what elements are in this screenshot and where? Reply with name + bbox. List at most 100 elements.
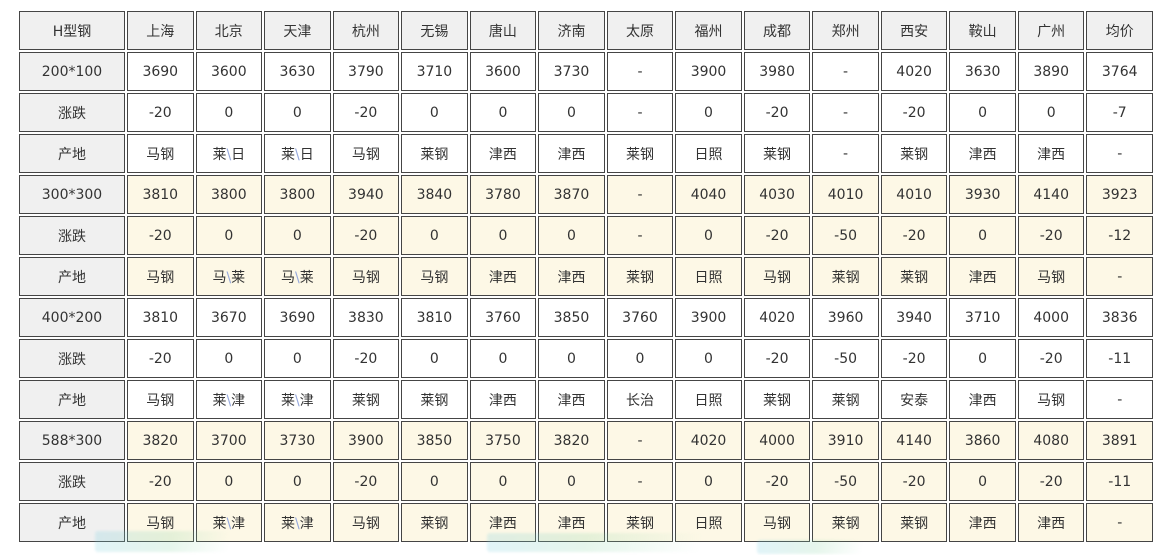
- origin-cell: 马钢: [127, 503, 194, 542]
- origin-cell: 津西: [538, 380, 605, 419]
- price-cell: 3800: [264, 175, 331, 214]
- price-cell: 3960: [812, 298, 879, 337]
- change-cell: 0: [469, 462, 537, 501]
- origin-cell: 马钢: [332, 134, 400, 173]
- spec-row: 588*300 3820 3700 3730 3900 3850 3750 3820-4020…: [19, 421, 1153, 460]
- price-cell: 4140: [1017, 175, 1085, 214]
- origin-cell: 莱\津: [264, 503, 331, 542]
- change-row: 涨跌 -20 0 0 -20 0 0 0 0 0 -20 -50 -20 0 -20 -11: [19, 339, 1153, 378]
- origin-cell: -: [1086, 380, 1153, 419]
- change-cell: -12: [1086, 216, 1153, 255]
- price-cell: 4030: [743, 175, 811, 214]
- origin-separator: \: [294, 515, 300, 532]
- change-cell: 0: [469, 339, 537, 378]
- change-cell: 0: [949, 462, 1016, 501]
- price-cell: 3836: [1086, 298, 1153, 337]
- price-cell: 3930: [949, 175, 1016, 214]
- price-cell: -: [606, 175, 674, 214]
- spec-row: 200*100 3690 3600 3630 3790 3710 3600 3730-3900…: [19, 52, 1153, 91]
- col-header-cell: 西安: [880, 11, 948, 50]
- price-cell: 3780: [469, 175, 537, 214]
- row-label-cell: 涨跌: [19, 339, 125, 378]
- steel-price-table: H型钢 上海 北京 天津 杭州 无锡 唐山 济南 太原 福州 成都 郑州 西安 鞍山 广州 均价 200*10…: [17, 9, 1155, 544]
- origin-cell: 莱钢: [880, 503, 948, 542]
- price-cell: 3923: [1086, 175, 1153, 214]
- price-cell: 3810: [127, 298, 194, 337]
- price-cell: 3710: [401, 52, 468, 91]
- change-cell: -: [812, 93, 879, 132]
- origin-cell: 马钢: [1017, 380, 1085, 419]
- origin-cell: 莱钢: [812, 503, 879, 542]
- price-cell: 3830: [332, 298, 400, 337]
- origin-cell: 马\莱: [264, 257, 331, 296]
- col-header-cell: H型钢: [19, 11, 125, 50]
- col-header-cell: 无锡: [401, 11, 468, 50]
- price-cell: 4000: [1017, 298, 1085, 337]
- origin-cell: 日照: [675, 503, 742, 542]
- row-label-cell: 涨跌: [19, 216, 125, 255]
- price-cell: 3860: [949, 421, 1016, 460]
- price-cell: 4080: [1017, 421, 1085, 460]
- origin-cell: 津西: [538, 257, 605, 296]
- change-cell: 0: [675, 93, 742, 132]
- price-cell: 4040: [675, 175, 742, 214]
- origin-cell: 安泰: [880, 380, 948, 419]
- origin-cell: 津西: [538, 134, 605, 173]
- col-header-cell: 郑州: [812, 11, 879, 50]
- change-cell: 0: [264, 339, 331, 378]
- row-label-cell: 产地: [19, 503, 125, 542]
- price-cell: 3980: [743, 52, 811, 91]
- origin-cell: 莱钢: [332, 380, 400, 419]
- change-cell: 0: [949, 216, 1016, 255]
- price-cell: 3760: [469, 298, 537, 337]
- col-header-cell: 上海: [127, 11, 194, 50]
- change-cell: -20: [127, 339, 194, 378]
- change-cell: 0: [195, 93, 263, 132]
- change-cell: -50: [812, 216, 879, 255]
- origin-cell: 莱钢: [606, 503, 674, 542]
- origin-cell: 莱钢: [880, 257, 948, 296]
- price-cell: 4010: [812, 175, 879, 214]
- origin-cell: 莱钢: [606, 257, 674, 296]
- price-cell: 3940: [332, 175, 400, 214]
- change-cell: -20: [332, 462, 400, 501]
- price-cell: 3790: [332, 52, 400, 91]
- change-cell: 0: [264, 462, 331, 501]
- origin-cell: 莱钢: [812, 380, 879, 419]
- row-label-cell: 300*300: [19, 175, 125, 214]
- change-cell: -20: [1017, 216, 1085, 255]
- price-cell: 3750: [469, 421, 537, 460]
- change-cell: 0: [264, 216, 331, 255]
- price-cell: 3870: [538, 175, 605, 214]
- price-cell: 3630: [264, 52, 331, 91]
- price-cell: 3764: [1086, 52, 1153, 91]
- col-header-cell: 福州: [675, 11, 742, 50]
- origin-cell: -: [812, 134, 879, 173]
- change-cell: 0: [469, 93, 537, 132]
- price-cell: 4010: [880, 175, 948, 214]
- origin-cell: 莱\日: [264, 134, 331, 173]
- origin-cell: 马钢: [127, 380, 194, 419]
- change-cell: -20: [743, 216, 811, 255]
- change-cell: 0: [401, 339, 468, 378]
- price-cell: 4140: [880, 421, 948, 460]
- change-cell: -7: [1086, 93, 1153, 132]
- price-cell: 3891: [1086, 421, 1153, 460]
- origin-cell: 日照: [675, 257, 742, 296]
- change-cell: 0: [949, 339, 1016, 378]
- change-cell: 0: [538, 462, 605, 501]
- origin-cell: 马钢: [127, 134, 194, 173]
- price-cell: 3820: [127, 421, 194, 460]
- change-cell: 0: [675, 339, 742, 378]
- price-cell: 3900: [675, 52, 742, 91]
- change-cell: 0: [195, 216, 263, 255]
- origin-separator: \: [226, 515, 232, 532]
- change-cell: 0: [264, 93, 331, 132]
- origin-cell: 莱钢: [606, 134, 674, 173]
- origin-cell: 津西: [1017, 134, 1085, 173]
- change-cell: -50: [812, 462, 879, 501]
- price-cell: 3910: [812, 421, 879, 460]
- price-cell: 3900: [675, 298, 742, 337]
- origin-separator: \: [294, 146, 300, 163]
- price-cell: 3840: [401, 175, 468, 214]
